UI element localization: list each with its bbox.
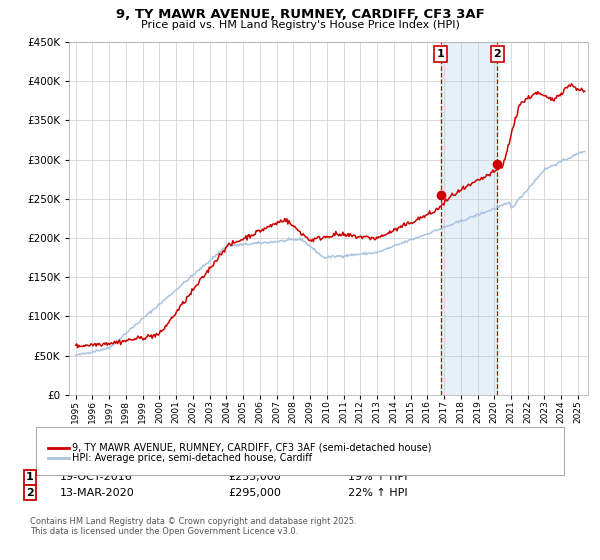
Text: £295,000: £295,000	[228, 488, 281, 498]
Text: 9, TY MAWR AVENUE, RUMNEY, CARDIFF, CF3 3AF (semi-detached house): 9, TY MAWR AVENUE, RUMNEY, CARDIFF, CF3 …	[72, 443, 431, 453]
Text: 22% ↑ HPI: 22% ↑ HPI	[348, 488, 407, 498]
Text: 2: 2	[26, 488, 34, 498]
Text: 1: 1	[437, 49, 445, 59]
Text: £255,000: £255,000	[228, 472, 281, 482]
Bar	[440, 42, 497, 395]
Text: 19% ↑ HPI: 19% ↑ HPI	[348, 472, 407, 482]
Text: 9, TY MAWR AVENUE, RUMNEY, CARDIFF, CF3 3AF: 9, TY MAWR AVENUE, RUMNEY, CARDIFF, CF3 …	[116, 8, 484, 21]
Text: 1: 1	[26, 472, 34, 482]
Text: Contains HM Land Registry data © Crown copyright and database right 2025.: Contains HM Land Registry data © Crown c…	[30, 517, 356, 526]
Text: Price paid vs. HM Land Registry's House Price Index (HPI): Price paid vs. HM Land Registry's House …	[140, 20, 460, 30]
Text: This data is licensed under the Open Government Licence v3.0.: This data is licensed under the Open Gov…	[30, 528, 298, 536]
Text: 13-MAR-2020: 13-MAR-2020	[60, 488, 135, 498]
Text: 19-OCT-2016: 19-OCT-2016	[60, 472, 133, 482]
Text: 2: 2	[494, 49, 502, 59]
Text: HPI: Average price, semi-detached house, Cardiff: HPI: Average price, semi-detached house,…	[72, 453, 312, 463]
